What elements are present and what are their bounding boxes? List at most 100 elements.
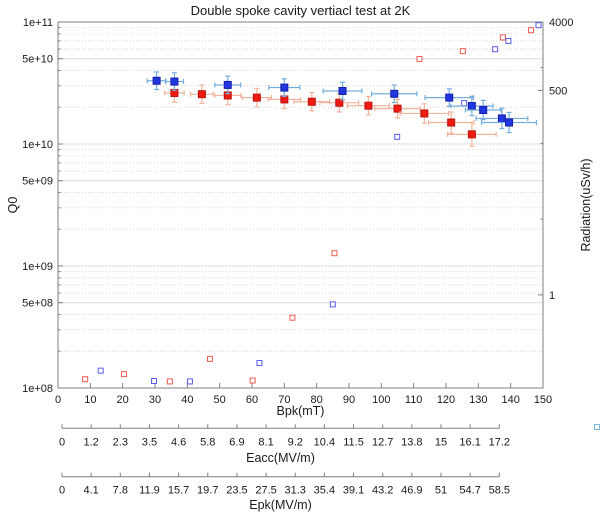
data-point xyxy=(505,118,514,127)
data-point xyxy=(120,371,127,378)
data-point xyxy=(307,97,316,106)
cavity-red-radiation xyxy=(82,27,535,385)
data-point xyxy=(206,355,213,362)
y-left-tick-label: 5e+10 xyxy=(22,54,53,66)
x-tick-label: 110 xyxy=(405,394,423,406)
epk-axis-tick-label: 0 xyxy=(59,485,65,497)
epk-axis-tick-label: 31.3 xyxy=(285,485,306,497)
data-point xyxy=(390,89,399,98)
x-axis-label-eacc: Eacc(MV/m) xyxy=(246,451,315,465)
epk-axis-tick-label: 19.7 xyxy=(197,485,218,497)
eacc-axis-tick-label: 16.1 xyxy=(459,436,480,448)
epk-axis-tick-label: 54.7 xyxy=(459,485,480,497)
epk-axis-tick-label: 23.5 xyxy=(226,485,247,497)
eacc-axis-tick-label: 11.5 xyxy=(343,436,364,448)
data-point xyxy=(420,109,429,118)
data-point xyxy=(445,93,454,102)
data-point xyxy=(499,34,506,41)
gridlines xyxy=(58,27,543,352)
x-tick-label: 50 xyxy=(214,394,226,406)
data-point xyxy=(256,360,263,367)
x-tick-label: 10 xyxy=(84,394,96,406)
data-point xyxy=(528,27,535,34)
cavity-red-q0 xyxy=(164,83,497,147)
data-point xyxy=(505,37,512,44)
x-tick-label: 130 xyxy=(469,394,487,406)
eacc-axis-tick-label: 10.4 xyxy=(314,436,335,448)
epk-axis-tick-label: 35.4 xyxy=(314,485,335,497)
data-point xyxy=(289,314,296,321)
epk-axis: 0 4.1 7.8 11.9 15.7 19.7 23.5 27.5 31.3 35.4 39.1 4… xyxy=(59,472,510,497)
data-point xyxy=(416,55,423,62)
x-tick-label: 150 xyxy=(534,394,552,406)
data-point xyxy=(166,378,173,385)
y-right-tick-label: 1 xyxy=(549,290,555,302)
data-point xyxy=(186,378,193,385)
data-point xyxy=(459,48,466,55)
eacc-axis-tick-label: 1.2 xyxy=(84,436,99,448)
x-tick-label: 30 xyxy=(149,394,161,406)
y-axis-label-radiation: Radiation(uSv/h) xyxy=(579,158,593,252)
eacc-axis-tick-label: 4.6 xyxy=(171,436,186,448)
eacc-axis-tick-label: 5.8 xyxy=(200,436,215,448)
epk-axis-tick-label: 15.7 xyxy=(168,485,189,497)
eacc-axis-tick-label: 6.9 xyxy=(229,436,244,448)
stray-marker xyxy=(594,424,600,430)
cavity-blue-radiation xyxy=(97,22,542,385)
data-point xyxy=(535,22,542,29)
y-left-tick-label: 1e+08 xyxy=(22,383,53,395)
data-point xyxy=(97,367,104,374)
data-point xyxy=(249,377,256,384)
plot-border xyxy=(57,21,544,389)
x-tick-label: 120 xyxy=(437,394,455,406)
x-tick-label: 80 xyxy=(311,394,323,406)
axes: 0 10 20 30 40 50 60 70 80 90 100 110 120 130 140 150 1e+… xyxy=(22,17,573,406)
chart-title: Double spoke cavity vertiacl test at 2K xyxy=(190,3,411,18)
data-point xyxy=(467,130,476,139)
y-left-tick-label: 1e+09 xyxy=(22,261,53,273)
x-tick-label: 90 xyxy=(343,394,355,406)
epk-axis-tick-label: 43.2 xyxy=(372,485,393,497)
data-point xyxy=(479,105,488,114)
eacc-axis-tick-label: 8.1 xyxy=(258,436,273,448)
data-point xyxy=(461,100,468,107)
eacc-axis-tick-label: 13.8 xyxy=(401,436,422,448)
eacc-axis-tick-label: 17.2 xyxy=(489,436,510,448)
x-tick-label: 70 xyxy=(278,394,290,406)
y-axis-label-q0: Q0 xyxy=(6,196,20,214)
data-point xyxy=(280,83,289,92)
data-point xyxy=(252,93,261,102)
data-point xyxy=(364,101,373,110)
y-right-tick-label: 4000 xyxy=(549,17,573,29)
x-tick-label: 20 xyxy=(117,394,129,406)
data-point xyxy=(393,104,402,113)
data-point xyxy=(338,86,347,95)
y-left-tick-label: 5e+09 xyxy=(22,176,53,188)
cavity-blue-q0 xyxy=(146,71,538,134)
epk-axis-tick-label: 27.5 xyxy=(255,485,276,497)
data-point xyxy=(394,133,401,140)
epk-axis-tick-label: 7.8 xyxy=(113,485,128,497)
data-point xyxy=(197,90,206,99)
epk-axis-tick-label: 51 xyxy=(435,485,447,497)
eacc-axis-tick-label: 0 xyxy=(59,436,65,448)
data-point xyxy=(335,98,344,107)
epk-axis-tick-label: 11.9 xyxy=(139,485,160,497)
data-point xyxy=(152,76,161,85)
data-point xyxy=(170,77,179,86)
eacc-axis: 0 1.2 2.3 3.5 4.6 5.8 6.9 8.1 9.2 10.4 11.5 12.7 13.… xyxy=(59,424,510,448)
data-point xyxy=(82,376,89,383)
data-point xyxy=(223,80,232,89)
epk-axis-tick-label: 46.9 xyxy=(401,485,422,497)
x-tick-label: 60 xyxy=(246,394,258,406)
epk-axis-tick-label: 58.5 xyxy=(489,485,510,497)
x-axis-label-epk: Epk(MV/m) xyxy=(249,498,312,512)
x-axis-label-bpk: Bpk(mT) xyxy=(276,404,325,418)
eacc-axis-tick-label: 9.2 xyxy=(288,436,303,448)
epk-axis-tick-label: 39.1 xyxy=(343,485,364,497)
eacc-axis-tick-label: 3.5 xyxy=(142,436,157,448)
data-point xyxy=(329,301,336,308)
x-tick-label: 100 xyxy=(372,394,390,406)
